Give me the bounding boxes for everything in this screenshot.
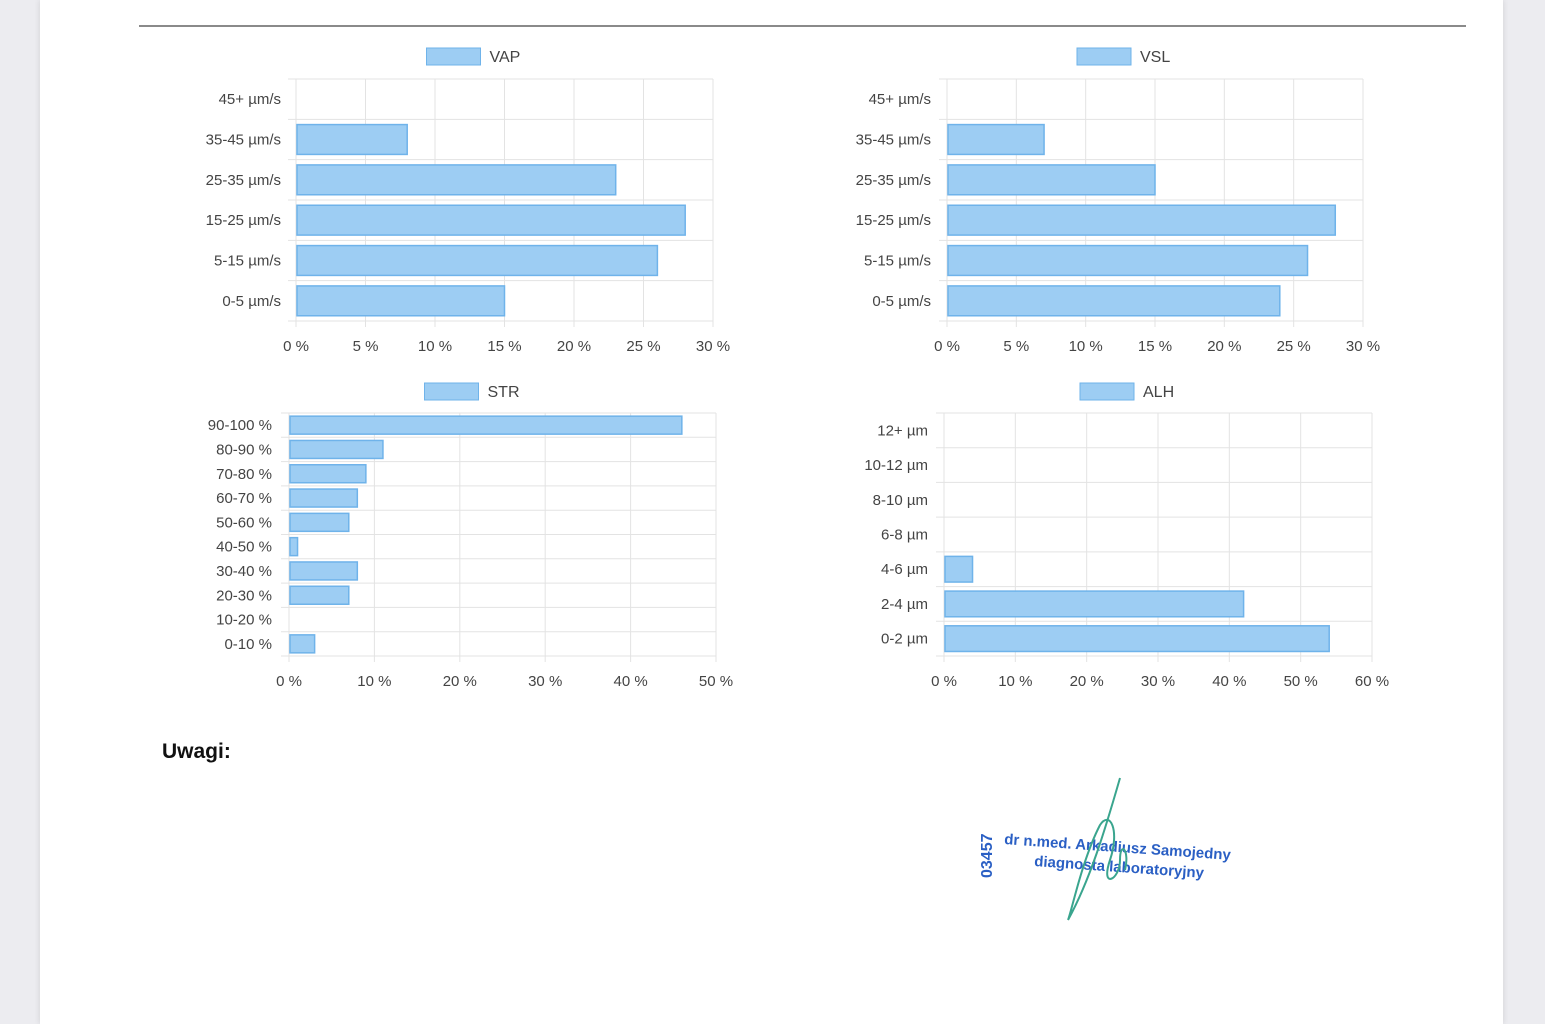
x-tick-label: 10 %: [418, 338, 452, 355]
bar: [289, 415, 683, 435]
y-tick-label: 10-12 µm: [864, 457, 928, 474]
x-tick-label: 5 %: [1003, 338, 1029, 355]
y-tick-label: 20-30 %: [216, 587, 272, 604]
bar: [944, 590, 1245, 618]
y-tick-label: 10-20 %: [216, 612, 272, 629]
bar: [947, 123, 1045, 156]
y-tick-label: 12+ µm: [877, 422, 928, 439]
bar: [289, 464, 367, 484]
x-tick-label: 60 %: [1355, 673, 1389, 690]
bar: [947, 204, 1337, 236]
bar: [296, 285, 506, 317]
chart-vap: VAP 0 % 5 % 10 % 15 % 20 % 25 % 30 % 45+ µm/s 35-…: [206, 47, 730, 355]
y-tick-label: 0-5 µm/s: [222, 293, 281, 310]
signature-icon: [1067, 777, 1128, 921]
bar: [296, 204, 686, 236]
y-tick-label: 40-50 %: [216, 539, 272, 556]
y-tick-label: 4-6 µm: [881, 561, 928, 578]
x-tick-label: 15 %: [1138, 338, 1172, 355]
y-tick-label: 0-5 µm/s: [872, 293, 931, 310]
bar: [289, 512, 350, 533]
x-tick-label: 5 %: [353, 338, 379, 355]
x-tick-label: 0 %: [934, 338, 960, 355]
remarks-label: Uwagi:: [162, 740, 231, 763]
legend-label: ALH: [1143, 384, 1174, 401]
y-tick-label: 5-15 µm/s: [864, 253, 931, 270]
x-tick-label: 30 %: [1346, 338, 1380, 355]
y-tick-label: 2-4 µm: [881, 596, 928, 613]
y-tick-label: 90-100 %: [208, 417, 272, 434]
y-tick-label: 30-40 %: [216, 563, 272, 580]
legend-swatch: [424, 382, 479, 401]
x-tick-label: 10 %: [357, 673, 391, 690]
x-tick-label: 0 %: [283, 338, 309, 355]
x-tick-label: 20 %: [1207, 338, 1241, 355]
y-tick-label: 0-10 %: [224, 636, 272, 653]
legend-swatch: [426, 47, 481, 66]
y-tick-label: 8-10 µm: [873, 492, 928, 509]
bar: [296, 244, 659, 277]
y-tick-label: 60-70 %: [216, 490, 272, 507]
y-tick-label: 45+ µm/s: [869, 91, 931, 108]
y-tick-label: 0-2 µm: [881, 631, 928, 648]
bar: [289, 439, 384, 460]
x-tick-label: 0 %: [276, 673, 302, 690]
bar: [289, 488, 359, 508]
bar: [947, 244, 1309, 277]
x-tick-label: 20 %: [443, 673, 477, 690]
legend-label: VAP: [490, 49, 521, 66]
y-tick-label: 35-45 µm/s: [856, 132, 931, 149]
stamp-number: 03457: [979, 833, 996, 878]
bar: [947, 164, 1156, 196]
bar: [947, 285, 1281, 317]
bar: [289, 536, 299, 557]
legend-label: VSL: [1140, 49, 1170, 66]
x-tick-label: 10 %: [998, 673, 1032, 690]
x-tick-label: 25 %: [1277, 338, 1311, 355]
bar: [296, 164, 617, 196]
divider-line: [139, 25, 1466, 27]
x-tick-label: 20 %: [557, 338, 591, 355]
bar: [289, 561, 359, 581]
y-tick-label: 6-8 µm: [881, 527, 928, 544]
chart-vsl: VSL 0 % 5 % 10 % 15 % 20 % 25 % 30 % 45+ µm/s 35-…: [856, 47, 1380, 355]
y-tick-label: 45+ µm/s: [219, 91, 281, 108]
chart-alh: ALH 0 % 10 % 20 % 30 % 40 % 50 % 60 % 12+ µm 10-1…: [864, 382, 1389, 690]
bar: [944, 555, 974, 583]
y-tick-label: 35-45 µm/s: [206, 132, 281, 149]
y-tick-label: 25-35 µm/s: [856, 172, 931, 189]
x-tick-label: 30 %: [696, 338, 730, 355]
y-tick-label: 70-80 %: [216, 466, 272, 483]
y-tick-label: 25-35 µm/s: [206, 172, 281, 189]
y-tick-label: 80-90 %: [216, 441, 272, 458]
bar: [289, 585, 350, 605]
x-tick-label: 40 %: [613, 673, 647, 690]
y-tick-label: 50-60 %: [216, 514, 272, 531]
x-tick-label: 15 %: [487, 338, 521, 355]
x-tick-label: 25 %: [626, 338, 660, 355]
bar: [296, 123, 408, 156]
x-tick-label: 0 %: [931, 673, 957, 690]
y-tick-label: 15-25 µm/s: [206, 212, 281, 229]
chart-str: STR 0 % 10 % 20 % 30 % 40 % 50 % 90-100 % 80-90 …: [208, 382, 733, 690]
y-tick-label: 15-25 µm/s: [856, 212, 931, 229]
legend-swatch: [1079, 382, 1135, 401]
signature-stamp: 03457 dr n.med. Arkadiusz Samojedny diag…: [979, 777, 1232, 921]
y-tick-label: 5-15 µm/s: [214, 253, 281, 270]
legend-swatch: [1076, 47, 1132, 66]
x-tick-label: 50 %: [1284, 673, 1318, 690]
bar: [289, 634, 316, 654]
bar: [944, 625, 1330, 653]
x-tick-label: 10 %: [1069, 338, 1103, 355]
x-tick-label: 20 %: [1070, 673, 1104, 690]
x-tick-label: 30 %: [528, 673, 562, 690]
x-tick-label: 40 %: [1212, 673, 1246, 690]
x-tick-label: 50 %: [699, 673, 733, 690]
report-page: [40, 0, 1503, 1024]
legend-label: STR: [488, 384, 520, 401]
x-tick-label: 30 %: [1141, 673, 1175, 690]
